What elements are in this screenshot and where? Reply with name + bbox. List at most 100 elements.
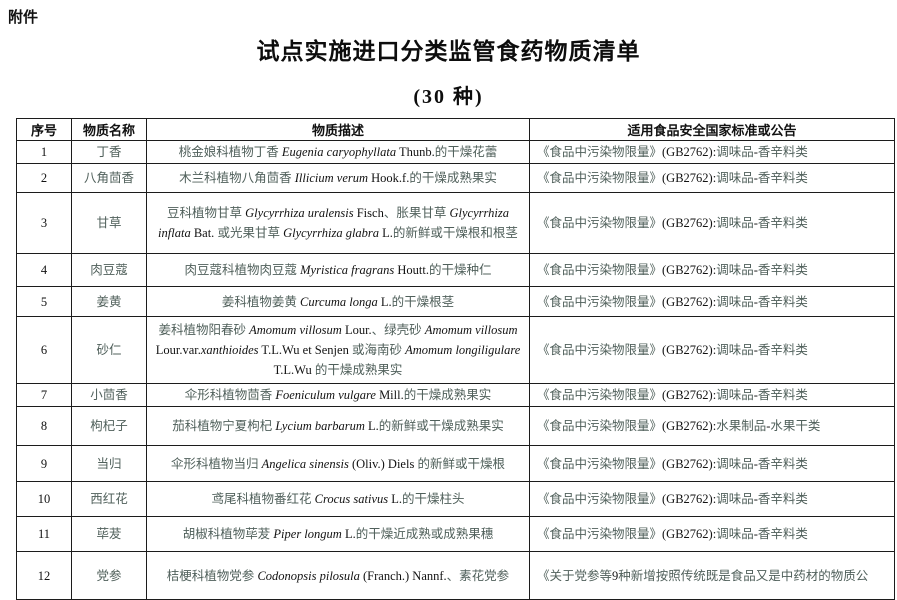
latin-text: - bbox=[753, 263, 758, 277]
table-row: 1 丁香 桃金娘科植物丁香 Eugenia caryophyllata Thunb.… bbox=[16, 140, 895, 164]
chinese-text: 香辛料类 bbox=[757, 145, 808, 159]
latin-text: (GB2762): bbox=[662, 388, 717, 402]
chinese-text: 的干燥成熟果实 bbox=[409, 171, 497, 185]
chinese-text: 的新鲜或干燥根和根茎 bbox=[392, 226, 518, 240]
header-no: 序号 bbox=[16, 118, 72, 141]
chinese-text: 砂仁 bbox=[96, 343, 122, 357]
latin-text: 7 bbox=[40, 388, 48, 402]
table-row: 3 甘草 豆科植物甘草 Glycyrrhiza uralensis Fisch、胀果… bbox=[16, 192, 895, 254]
chinese-text: 种新增按照传统既是食品又是中药材的物质公 bbox=[618, 568, 869, 583]
latin-text: (GB2762): bbox=[662, 294, 717, 309]
latin-text: - bbox=[753, 171, 758, 185]
chinese-text: 姜科植物姜黄 bbox=[221, 294, 297, 309]
latin-text: - bbox=[753, 145, 758, 159]
row-no: 6 bbox=[16, 316, 72, 384]
latin-text: Mill. bbox=[375, 388, 404, 402]
chinese-text: 调味品 bbox=[716, 216, 754, 230]
substance-name: 小茴香 bbox=[71, 383, 147, 407]
table-row: 12 党参 桔梗科植物党参 Codonopsis pilosula (Franch.… bbox=[16, 551, 895, 600]
chinese-text: 调味品 bbox=[716, 171, 754, 185]
chinese-text: 伞形科植物茴香 bbox=[184, 388, 273, 402]
latin-text: (GB2762): bbox=[662, 492, 717, 506]
standard: 《关于党参等9种新增按照传统既是食品又是中药材的物质公 bbox=[529, 551, 895, 600]
latin-text: (GB2762): bbox=[662, 527, 717, 541]
chinese-text: 甘草 bbox=[96, 216, 122, 230]
chinese-text: 调味品 bbox=[716, 294, 754, 309]
species-latin-name: Glycyrrhiza glabra bbox=[283, 226, 380, 240]
row-no: 12 bbox=[16, 551, 72, 600]
substance-name: 姜黄 bbox=[71, 286, 147, 317]
chinese-text: 的干燥成熟果实 bbox=[314, 363, 403, 377]
latin-text: Bat. bbox=[190, 226, 218, 240]
substance-name: 八角茴香 bbox=[71, 163, 147, 193]
table-header-row: 序号 物质名称 物质描述 适用食品安全国家标准或公告 bbox=[16, 118, 895, 141]
chinese-text: 的干燥种仁 bbox=[428, 263, 492, 277]
latin-text: Houtt. bbox=[394, 263, 429, 277]
standard: 《食品中污染物限量》(GB2762):调味品-香辛料类 bbox=[529, 286, 895, 317]
chinese-text: 丁香 bbox=[96, 145, 122, 159]
row-no: 10 bbox=[16, 481, 72, 517]
latin-text: (GB2762): bbox=[662, 145, 717, 159]
table-body: 1 丁香 桃金娘科植物丁香 Eugenia caryophyllata Thunb.… bbox=[16, 140, 895, 600]
species-latin-name: Curcuma longa bbox=[300, 294, 378, 309]
chinese-text: 《食品中污染物限量》 bbox=[537, 492, 663, 506]
chinese-text: 香辛料类 bbox=[757, 388, 808, 402]
chinese-text: 香辛料类 bbox=[757, 263, 808, 277]
latin-text: 4 bbox=[40, 263, 48, 277]
substance-name: 党参 bbox=[71, 551, 147, 600]
latin-text: - bbox=[753, 527, 758, 541]
chinese-text: 水果干类 bbox=[770, 419, 821, 433]
latin-text: (GB2762): bbox=[662, 456, 717, 471]
latin-text: 9 bbox=[40, 456, 48, 471]
table-row: 2 八角茴香 木兰科植物八角茴香 Illicium verum Hook.f.的干燥… bbox=[16, 163, 895, 193]
latin-text: - bbox=[753, 216, 758, 230]
substance-desc: 豆科植物甘草 Glycyrrhiza uralensis Fisch、胀果甘草 … bbox=[146, 192, 530, 254]
latin-text: (Franch.) Nannf. bbox=[359, 568, 447, 583]
latin-text: - bbox=[753, 492, 758, 506]
row-no: 1 bbox=[16, 140, 72, 164]
chinese-text: 调味品 bbox=[716, 343, 754, 357]
latin-text: 6 bbox=[40, 343, 48, 357]
row-no: 7 bbox=[16, 383, 72, 407]
chinese-text: 《食品中污染物限量》 bbox=[537, 263, 663, 277]
chinese-text: 的干燥花蕾 bbox=[434, 145, 498, 159]
latin-text: (GB2762): bbox=[662, 343, 717, 357]
latin-text: 2 bbox=[40, 171, 48, 185]
chinese-text: 《食品中污染物限量》 bbox=[537, 216, 663, 230]
chinese-text: 的新鲜或干燥成熟果实 bbox=[378, 419, 504, 433]
latin-text: 9 bbox=[612, 568, 619, 583]
table-row: 9 当归 伞形科植物当归 Angelica sinensis (Oliv.) Die… bbox=[16, 445, 895, 482]
chinese-text: 香辛料类 bbox=[757, 171, 808, 185]
latin-text: - bbox=[753, 343, 758, 357]
chinese-text: 《食品中污染物限量》 bbox=[537, 527, 663, 541]
latin-text: - bbox=[766, 419, 771, 433]
chinese-text: 的新鲜或干燥根 bbox=[417, 456, 505, 471]
chinese-text: 香辛料类 bbox=[757, 456, 808, 471]
latin-text: 8 bbox=[40, 419, 48, 433]
chinese-text: 调味品 bbox=[716, 388, 754, 402]
chinese-text: 当归 bbox=[96, 456, 122, 471]
chinese-text: 鸢尾科植物番红花 bbox=[211, 492, 312, 506]
chinese-text: 或光果甘草 bbox=[217, 226, 280, 240]
chinese-text: 枸杞子 bbox=[90, 419, 128, 433]
substance-desc: 胡椒科植物荜茇 Piper longum L.的干燥近成熟或成熟果穗 bbox=[146, 516, 530, 552]
table-row: 7 小茴香 伞形科植物茴香 Foeniculum vulgare Mill.的干燥成… bbox=[16, 383, 895, 407]
substance-name: 西红花 bbox=[71, 481, 147, 517]
latin-text: (GB2762): bbox=[662, 263, 717, 277]
row-no: 8 bbox=[16, 406, 72, 446]
chinese-text: 香辛料类 bbox=[757, 527, 808, 541]
chinese-text: 调味品 bbox=[716, 527, 754, 541]
latin-text: L. bbox=[341, 527, 356, 541]
chinese-text: 八角茴香 bbox=[83, 171, 134, 185]
row-no: 4 bbox=[16, 253, 72, 287]
latin-text: Thunb. bbox=[396, 145, 435, 159]
chinese-text: 香辛料类 bbox=[757, 343, 808, 357]
chinese-text: 荜茇 bbox=[96, 527, 122, 541]
table-row: 5 姜黄 姜科植物姜黄 Curcuma longa L.的干燥根茎 《食品中污染物限量… bbox=[16, 286, 895, 317]
latin-text: L. bbox=[364, 419, 379, 433]
row-no: 9 bbox=[16, 445, 72, 482]
chinese-text: 《食品中污染物限量》 bbox=[537, 145, 663, 159]
substance-name: 枸杞子 bbox=[71, 406, 147, 446]
substance-desc: 桃金娘科植物丁香 Eugenia caryophyllata Thunb.的干燥… bbox=[146, 140, 530, 164]
chinese-text: 《关于党参等 bbox=[537, 568, 613, 583]
